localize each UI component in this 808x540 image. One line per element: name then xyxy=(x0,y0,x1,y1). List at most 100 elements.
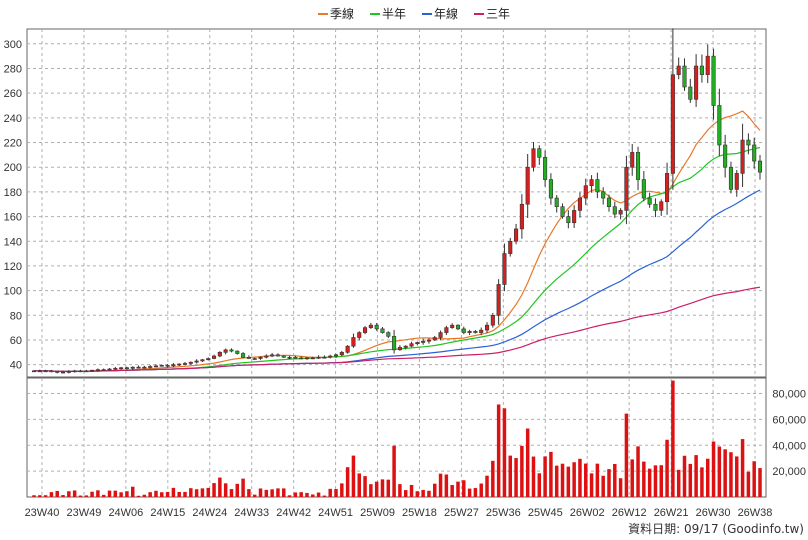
candle-body xyxy=(363,327,368,333)
candle-body xyxy=(740,139,745,174)
candlesticks xyxy=(31,28,763,374)
candle-body xyxy=(316,356,321,359)
volume-bar xyxy=(671,380,675,497)
candle-body xyxy=(212,355,217,359)
price-tick-label: 220 xyxy=(4,138,22,150)
volume-bar xyxy=(415,491,420,497)
x-tick-label: 26W12 xyxy=(612,507,647,519)
volume-bar xyxy=(171,487,176,497)
volume-bar xyxy=(752,461,756,497)
volume-bar xyxy=(705,458,710,497)
candle-body xyxy=(206,358,211,361)
volume-bar xyxy=(636,446,640,497)
volume-bar xyxy=(398,484,402,497)
candle-body xyxy=(699,65,704,75)
x-tick-label: 24W15 xyxy=(150,507,185,519)
x-tick-label: 25W45 xyxy=(528,507,563,519)
candle-body xyxy=(432,337,437,341)
candle-body xyxy=(409,343,414,347)
volume-bar xyxy=(601,475,605,497)
volume-bar xyxy=(136,495,141,497)
volume-bar xyxy=(107,490,112,497)
volume-bar xyxy=(183,491,187,497)
candle-body xyxy=(55,371,60,373)
candle-body xyxy=(328,355,333,358)
volume-bar xyxy=(450,484,454,497)
x-tick-label: 26W38 xyxy=(738,507,773,519)
volume-bar xyxy=(32,495,36,497)
candle-body xyxy=(572,210,577,224)
candle-body xyxy=(43,370,48,373)
volume-bar xyxy=(299,492,303,497)
volume-bar xyxy=(96,490,100,497)
candle-body xyxy=(450,324,455,328)
candle-body xyxy=(124,367,129,370)
price-tick-label: 40 xyxy=(10,360,22,372)
candle-body xyxy=(577,197,582,211)
candle-body xyxy=(461,328,466,333)
candle-body xyxy=(438,332,443,338)
volume-bar xyxy=(508,455,512,497)
volume-bar xyxy=(665,439,669,497)
price-tick-label: 260 xyxy=(4,88,22,100)
candle-body xyxy=(473,331,478,333)
candle-body xyxy=(217,352,222,357)
volume-bar xyxy=(514,458,518,497)
candle-body xyxy=(95,369,100,371)
volume-bar xyxy=(90,491,94,497)
candle-body xyxy=(421,340,426,343)
candle-body xyxy=(293,356,298,359)
grid-lines xyxy=(27,29,766,497)
ma-line-3 xyxy=(34,286,761,373)
candle-body xyxy=(148,366,153,368)
candle-body xyxy=(752,144,757,162)
footer-text: 資料日期: 09/17 (Goodinfo.tw) xyxy=(628,522,804,536)
volume-bar xyxy=(322,495,327,497)
legend-label: 年線 xyxy=(434,6,458,21)
volume-bar xyxy=(543,456,547,497)
candle-body xyxy=(688,86,693,100)
candle-body xyxy=(444,327,449,333)
candle-body xyxy=(37,370,42,373)
candle-body xyxy=(502,253,507,285)
candle-body xyxy=(182,363,188,365)
ma-line-0 xyxy=(80,110,761,372)
candle-body xyxy=(281,355,286,358)
candle-body xyxy=(351,337,356,347)
candle-body xyxy=(560,206,565,217)
candle-body xyxy=(101,369,106,371)
volume-bar xyxy=(345,467,350,497)
candle-body xyxy=(519,203,524,230)
price-tick-label: 240 xyxy=(4,113,22,125)
volume-tick-label: 20,000 xyxy=(772,466,806,478)
volume-bar xyxy=(61,495,65,497)
candle-body xyxy=(31,370,37,373)
volume-bar xyxy=(560,463,565,497)
volume-bar xyxy=(206,487,210,497)
candle-body xyxy=(554,197,559,208)
volume-bar xyxy=(566,466,571,497)
volume-tick-label: 60,000 xyxy=(772,414,806,426)
volume-bar xyxy=(700,467,704,497)
volume-bar xyxy=(618,478,623,497)
volume-bar xyxy=(595,463,600,497)
price-plot-frame xyxy=(26,28,767,378)
candle-body xyxy=(583,185,588,199)
volume-bar xyxy=(531,456,536,497)
volume-bar xyxy=(711,441,716,497)
volume-bar xyxy=(624,413,629,497)
volume-bar xyxy=(502,408,507,497)
candle-body xyxy=(252,358,257,360)
candle-body xyxy=(682,65,687,88)
volume-bar xyxy=(682,455,687,497)
volume-bar xyxy=(357,473,361,497)
volume-bar xyxy=(223,483,228,497)
candle-body xyxy=(258,356,263,359)
volume-bar xyxy=(403,490,408,497)
candle-body xyxy=(589,179,594,187)
volume-bar xyxy=(293,492,298,497)
candle-body xyxy=(641,179,646,199)
candle-body xyxy=(403,345,408,348)
x-tick-label: 25W09 xyxy=(360,507,395,519)
volume-bar xyxy=(746,471,751,497)
